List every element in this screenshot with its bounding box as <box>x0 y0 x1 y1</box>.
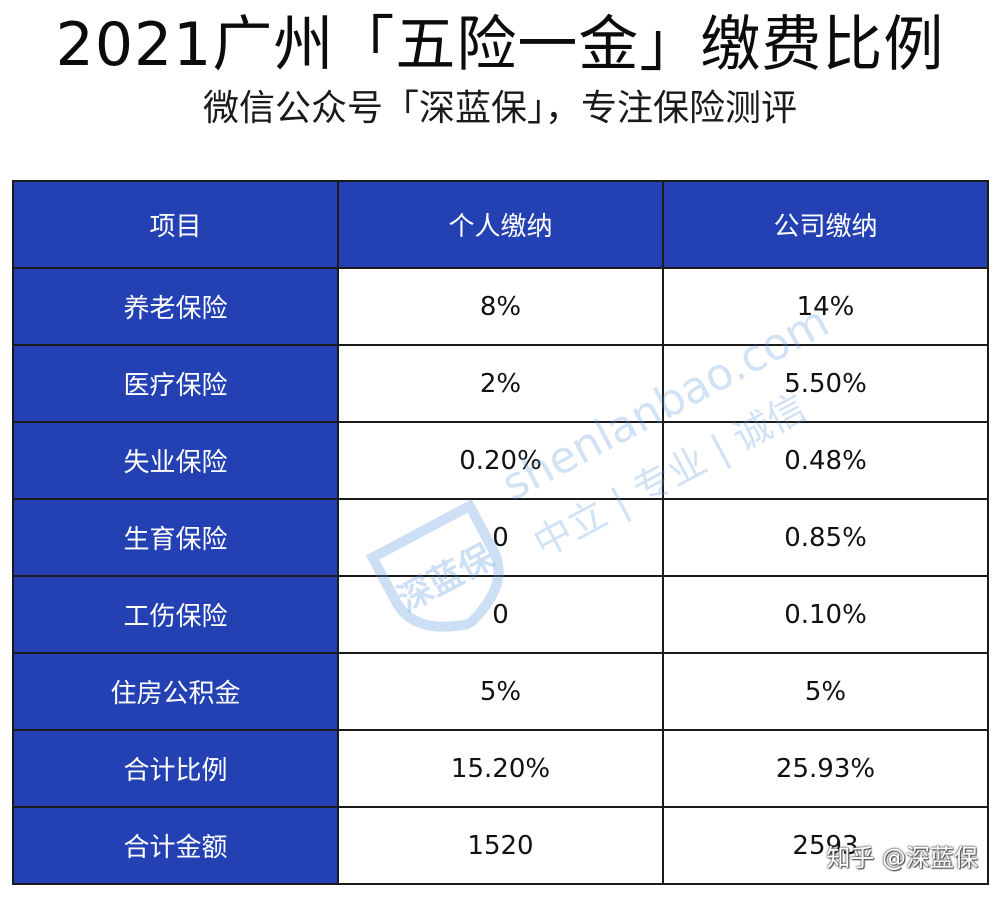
header-company: 公司缴纳 <box>662 180 989 269</box>
row-company: 5.50% <box>662 344 989 423</box>
row-personal: 0 <box>337 498 664 577</box>
table-row: 合计金额 1520 2593 <box>12 806 989 885</box>
row-personal: 15.20% <box>337 729 664 808</box>
table-row: 生育保险 0 0.85% <box>12 498 989 577</box>
row-company: 2593 <box>662 806 989 885</box>
table-row: 医疗保险 2% 5.50% <box>12 344 989 423</box>
contribution-table: 项目 个人缴纳 公司缴纳 养老保险 8% 14% 医疗保险 2% 5.50% 失… <box>12 180 989 885</box>
row-item: 医疗保险 <box>12 344 339 423</box>
row-company: 0.85% <box>662 498 989 577</box>
table-row: 失业保险 0.20% 0.48% <box>12 421 989 500</box>
source-watermark: 知乎 @深蓝保 <box>826 844 978 872</box>
page-subtitle: 微信公众号「深蓝保」，专注保险测评 <box>202 88 797 129</box>
table-header-row: 项目 个人缴纳 公司缴纳 <box>12 180 989 269</box>
table-row: 住房公积金 5% 5% <box>12 652 989 731</box>
table-row: 工伤保险 0 0.10% <box>12 575 989 654</box>
row-company: 14% <box>662 267 989 346</box>
row-item: 合计比例 <box>12 729 339 808</box>
row-item: 失业保险 <box>12 421 339 500</box>
row-company: 5% <box>662 652 989 731</box>
row-item: 工伤保险 <box>12 575 339 654</box>
row-company: 0.10% <box>662 575 989 654</box>
row-personal: 8% <box>337 267 664 346</box>
row-personal: 0.20% <box>337 421 664 500</box>
header-personal: 个人缴纳 <box>337 180 664 269</box>
table-row: 养老保险 8% 14% <box>12 267 989 346</box>
row-item: 生育保险 <box>12 498 339 577</box>
row-personal: 1520 <box>337 806 664 885</box>
row-company: 25.93% <box>662 729 989 808</box>
page-title: 2021广州「五险一金」缴费比例 <box>55 10 945 80</box>
row-item: 住房公积金 <box>12 652 339 731</box>
row-item: 合计金额 <box>12 806 339 885</box>
row-personal: 5% <box>337 652 664 731</box>
row-personal: 0 <box>337 575 664 654</box>
row-personal: 2% <box>337 344 664 423</box>
row-company: 0.48% <box>662 421 989 500</box>
header-item: 项目 <box>12 180 339 269</box>
table-row: 合计比例 15.20% 25.93% <box>12 729 989 808</box>
row-item: 养老保险 <box>12 267 339 346</box>
